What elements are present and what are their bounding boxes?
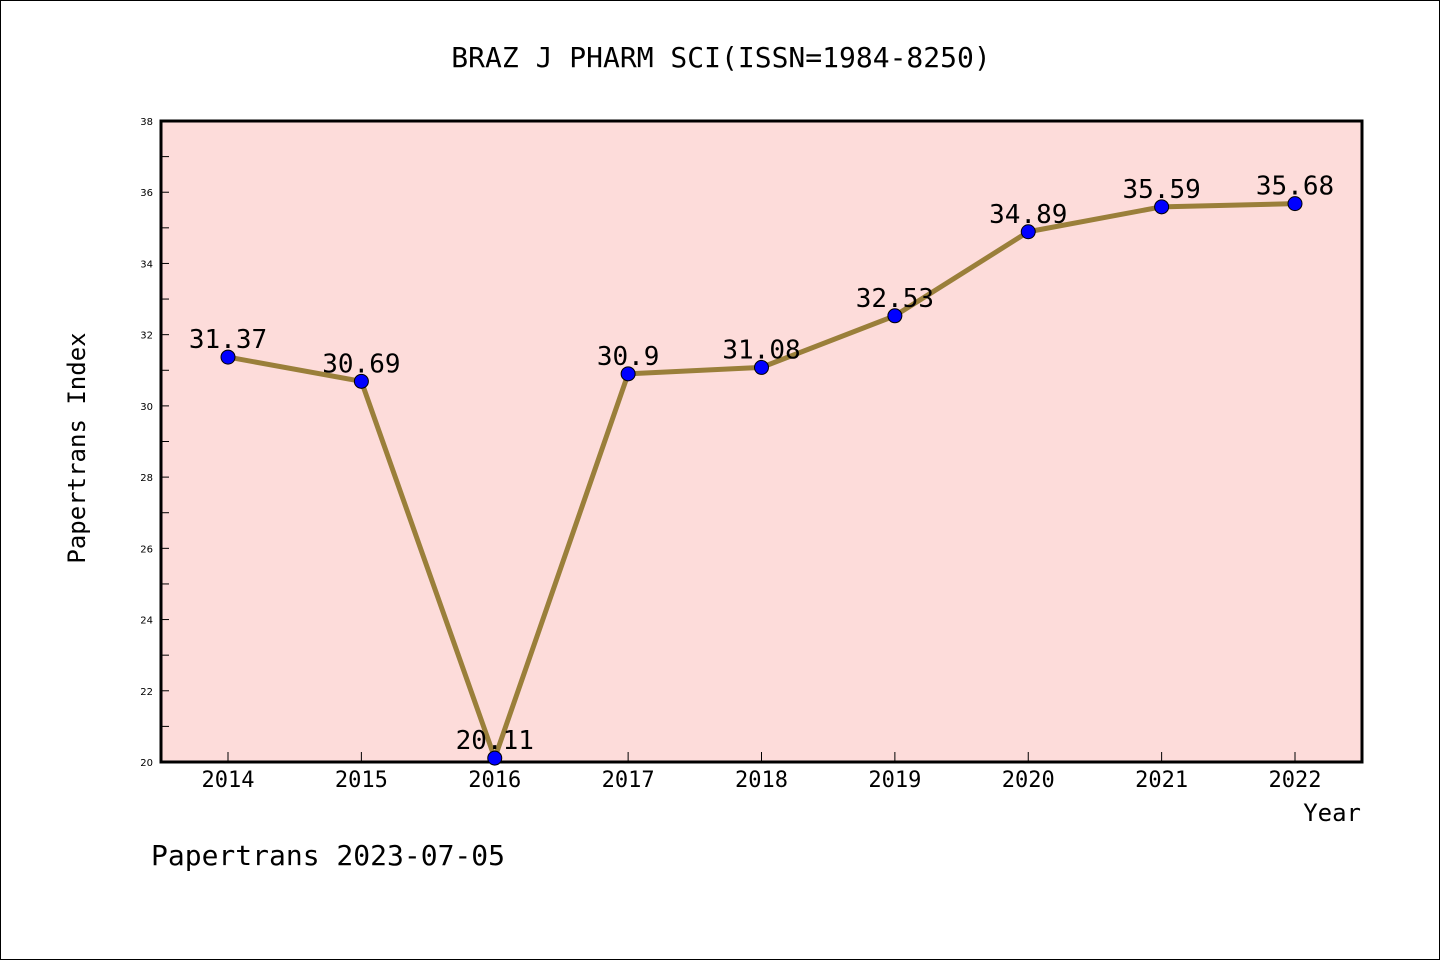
x-axis-title: Year [1303,799,1361,827]
y-tick-label: 30 [140,402,153,413]
y-tick-label: 34 [140,259,153,270]
data-point [1020,224,1036,240]
data-label: 32.53 [856,284,934,314]
y-axis: 20 22 24 26 28 30 32 34 36 38 [140,117,169,769]
y-tick-label: 36 [140,188,153,199]
y-tick-label: 38 [140,117,153,128]
y-tick-label: 28 [140,473,153,484]
data-point [754,359,769,375]
x-tick-label: 2021 [1135,768,1188,793]
y-tick-label: 26 [140,544,153,555]
data-label: 35.59 [1122,175,1200,205]
data-point [620,366,636,382]
y-axis-title: Papertrans Index [63,332,91,563]
y-tick-label: 32 [140,331,153,342]
y-tick-label: 24 [140,616,153,627]
data-label: 31.08 [722,335,800,365]
x-tick-label: 2018 [735,768,788,793]
y-tick-label: 20 [140,758,153,769]
y-tick-label: 22 [140,687,153,698]
data-label: 35.68 [1256,172,1334,202]
data-point [1154,199,1170,215]
data-point [353,373,369,389]
data-point [1287,196,1303,212]
x-tick-label: 2020 [1002,768,1055,793]
data-point [220,349,236,365]
x-tick-label: 2015 [335,768,388,793]
chart-title: BRAZ J PHARM SCI(ISSN=1984-8250) [451,41,990,74]
x-tick-label: 2014 [202,768,255,793]
data-point [887,308,903,324]
x-tick-label: 2016 [468,768,521,793]
x-tick-label: 2017 [602,768,655,793]
data-label: 30.9 [597,342,660,372]
series-layer: 31.37 30.69 20.11 30.9 31.08 32.53 34.89 35.59 3… [189,172,1334,766]
data-label: 34.89 [989,200,1067,230]
x-axis: 2014 2015 2016 2017 2018 2019 2020 2021 2022 [202,752,1322,793]
data-label: 20.11 [456,726,534,756]
plot-area [159,119,1364,764]
data-point [487,750,503,766]
data-label: 30.69 [322,349,400,379]
footer-caption: Papertrans 2023-07-05 [151,839,505,872]
x-tick-label: 2022 [1269,768,1322,793]
x-tick-label: 2019 [868,768,921,793]
data-label: 31.37 [189,325,267,355]
